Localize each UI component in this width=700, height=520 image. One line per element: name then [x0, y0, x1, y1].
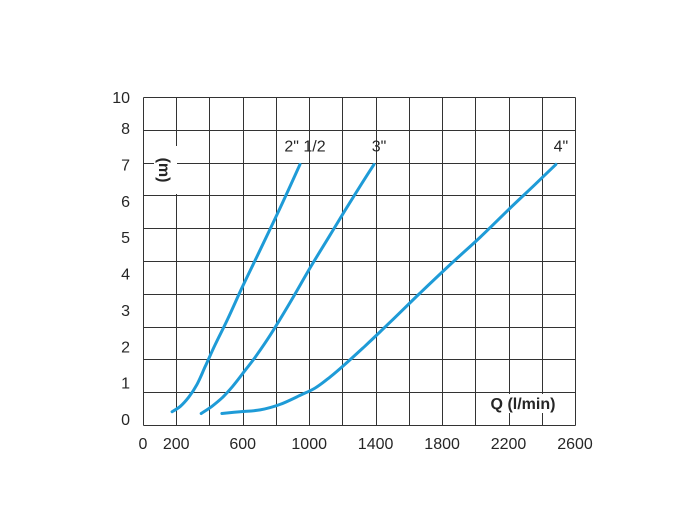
y-tick-label: 7 [121, 157, 130, 174]
x-tick-label: 1800 [424, 436, 460, 453]
series-line-0 [170, 162, 302, 414]
y-tick-label: 5 [121, 230, 130, 247]
x-axis-title-background [481, 394, 565, 413]
x-tick-label: 2200 [491, 436, 527, 453]
series-line-1 [199, 162, 376, 415]
x-tick-label: 1400 [358, 436, 394, 453]
y-axis-title: (m) [155, 158, 172, 183]
series-label: 2" 1/2 [284, 138, 325, 155]
x-tick-label: 2600 [557, 436, 593, 453]
series-group: 2" 1/2 3" 4" [170, 138, 569, 415]
label-backgrounds [154, 146, 565, 413]
y-tick-label: 3 [121, 303, 130, 320]
y-tick-label: 2 [121, 339, 130, 356]
grid [143, 97, 576, 426]
series-label: 4" [554, 138, 569, 155]
y-tick-label: 8 [121, 121, 130, 138]
x-tick-label: 0 [139, 436, 148, 453]
series-label: 3" [372, 138, 387, 155]
x-axis-title: Q (l/min) [491, 396, 556, 413]
y-tick-label: 6 [121, 194, 130, 211]
x-tick-label: 200 [163, 436, 190, 453]
y-axis-title-background [154, 146, 177, 194]
y-tick-label: 1 [121, 376, 130, 393]
series-line-2 [220, 162, 558, 415]
y-tick-label: 10 [112, 90, 130, 107]
x-tick-label: 1000 [291, 436, 327, 453]
y-tick-label: 0 [121, 412, 130, 429]
y-tick-label: 4 [121, 267, 130, 284]
x-tick-label: 600 [229, 436, 256, 453]
